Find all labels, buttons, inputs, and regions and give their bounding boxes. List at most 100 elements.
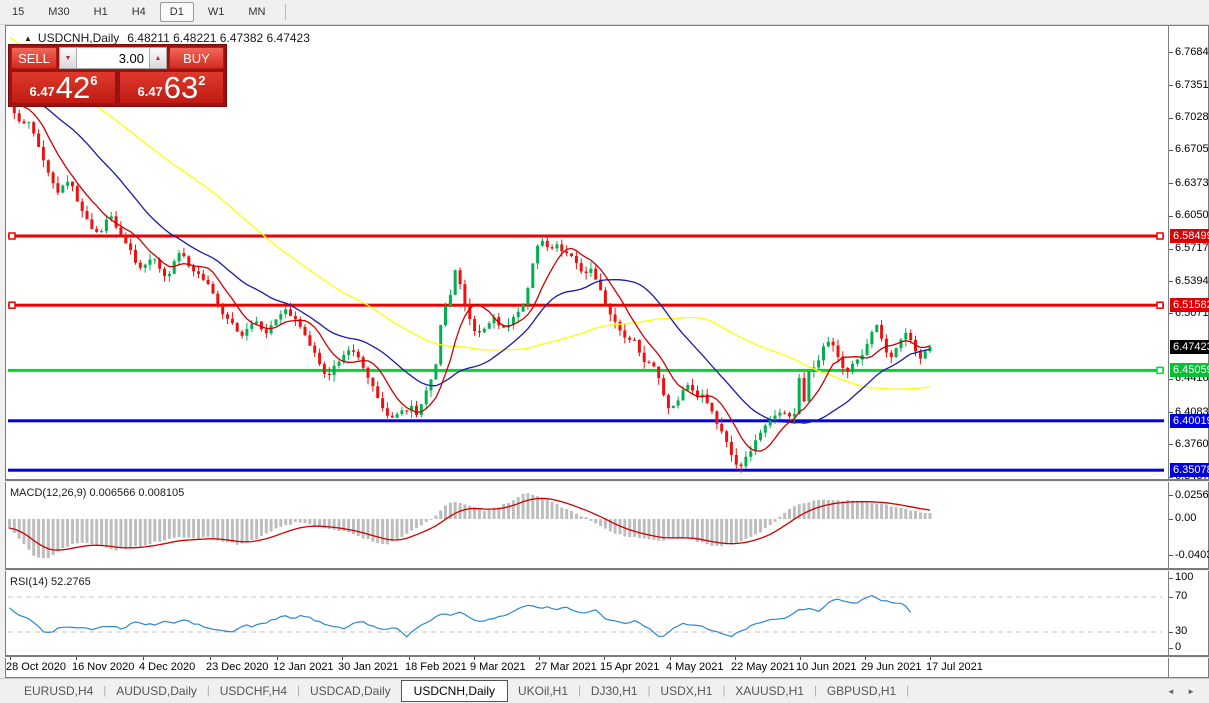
axis-tick: [1169, 596, 1173, 598]
symbol-period-label: USDCNH,Daily: [37, 31, 120, 45]
symbol-tab-usdchf[interactable]: USDCHF,H4: [219, 684, 288, 698]
collapse-triangle-icon[interactable]: ▲: [24, 34, 32, 43]
buy-button[interactable]: BUY: [169, 47, 224, 69]
volume-decrease-button[interactable]: ▼: [59, 47, 77, 69]
timeframe-toolbar: 15 M30 H1 H4 D1 W1 MN: [0, 0, 1209, 25]
tab-scroll-arrows: ◄ ►: [1157, 687, 1195, 696]
timeframe-button-mn[interactable]: MN: [248, 6, 266, 18]
date-axis[interactable]: 28 Oct 2020 16 Nov 2020 4 Dec 2020 23 Dec 2…: [6, 657, 1168, 677]
tab-separator: |: [578, 685, 581, 697]
date-label: 23 Dec 2020: [206, 661, 269, 673]
date-tick: [409, 657, 410, 660]
axis-tick: [1169, 631, 1173, 633]
symbol-tab-bar: EURUSD,H4 | AUDUSD,Daily | USDCHF,H4 | USDCAD,…: [0, 678, 1209, 703]
date-label: 4 May 2021: [666, 661, 724, 673]
pane-separator-dates: [5, 655, 1209, 658]
date-tick: [474, 657, 475, 660]
symbol-tab-dj30[interactable]: DJ30,H1: [590, 684, 638, 698]
symbol-tab-usdx[interactable]: USDX,H1: [660, 684, 713, 698]
toolbar-separator: [285, 4, 287, 20]
buy-price-display[interactable]: 6.47 63 2: [119, 71, 224, 104]
volume-input[interactable]: [77, 47, 149, 69]
price-tick-label: 6.57175: [1175, 242, 1209, 255]
tab-separator: |: [297, 685, 300, 697]
axis-tick: [1169, 495, 1173, 497]
price-tick-label: 6.73515: [1175, 78, 1209, 91]
pane-separator-macd[interactable]: [5, 479, 1209, 482]
date-tick: [210, 657, 211, 660]
price-tick-label: 6.60500: [1175, 209, 1209, 221]
main-price-chart[interactable]: [6, 26, 1167, 479]
macd-pane[interactable]: [6, 483, 1167, 568]
axis-tick: [1169, 183, 1173, 185]
axis-tick: [1169, 518, 1173, 520]
symbol-tab-eurusd[interactable]: EURUSD,H4: [24, 684, 94, 698]
symbol-tab-usdcad[interactable]: USDCAD,Daily: [309, 684, 391, 698]
axis-tick: [1169, 149, 1173, 151]
date-label: 27 Mar 2021: [535, 661, 597, 673]
level-badge-6.40019: 6.40019: [1170, 413, 1209, 428]
date-label: 4 Dec 2020: [139, 661, 196, 673]
tab-separator: |: [813, 685, 817, 697]
date-label: 30 Jan 2021: [338, 661, 399, 673]
price-axis[interactable]: 6.76840 6.73515 6.70285 6.67055 6.63730 6.605…: [1169, 26, 1209, 677]
tab-scroll-right-icon[interactable]: ►: [1187, 687, 1195, 696]
sell-button[interactable]: SELL: [11, 47, 57, 69]
timeframe-button-m30[interactable]: M30: [48, 6, 70, 18]
axis-tick: [1169, 577, 1173, 579]
price-tick-label: 6.70285: [1175, 111, 1209, 124]
symbol-tab-gbpusd[interactable]: GBPUSD,H1: [826, 684, 897, 698]
volume-increase-button[interactable]: ▲: [149, 47, 167, 69]
date-label: 28 Oct 2020: [6, 661, 66, 673]
timeframe-button-15[interactable]: 15: [12, 6, 25, 18]
level-badge-6.35078: 6.35078: [1170, 463, 1209, 478]
rsi-axis-label: 70: [1175, 590, 1188, 602]
macd-axis-label: 0.025609: [1175, 488, 1209, 501]
macd-axis-label: -0.040389: [1175, 548, 1209, 561]
tab-separator: |: [906, 685, 910, 697]
date-tick: [735, 657, 736, 660]
price-tick-label: 6.37605: [1175, 437, 1209, 450]
date-tick: [10, 657, 11, 660]
price-tick-label: 6.53945: [1175, 274, 1209, 287]
tab-separator: |: [722, 685, 726, 697]
price-tick-label: 6.76840: [1175, 45, 1209, 58]
symbol-tab-audusd[interactable]: AUDUSD,Daily: [116, 684, 197, 698]
pane-separator-rsi[interactable]: [5, 568, 1209, 571]
sell-price-display[interactable]: 6.47 42 6: [11, 71, 116, 104]
date-tick: [865, 657, 866, 660]
date-tick: [604, 657, 605, 660]
rsi-axis-label: 0: [1175, 641, 1182, 653]
level-badge-6.58499: 6.58499: [1170, 229, 1209, 243]
one-click-trading-panel: SELL ▼ ▲ BUY 6.47 42 6 6.47 63 2: [8, 44, 227, 107]
date-tick: [539, 657, 540, 660]
timeframe-button-d1[interactable]: D1: [159, 2, 194, 22]
timeframe-button-w1[interactable]: W1: [207, 6, 225, 18]
axis-separator: [1168, 26, 1169, 677]
date-tick: [670, 657, 671, 660]
axis-tick: [1169, 476, 1173, 478]
date-label: 9 Mar 2021: [470, 661, 526, 673]
rsi-pane[interactable]: [6, 572, 1167, 655]
timeframe-button-h1[interactable]: H1: [93, 6, 108, 18]
date-label: 12 Jan 2021: [273, 661, 334, 673]
sell-price-prefix: 6.47: [29, 84, 55, 99]
axis-tick: [1169, 313, 1173, 315]
date-label: 16 Nov 2020: [72, 661, 135, 673]
symbol-tab-xauusd[interactable]: XAUUSD,H1: [735, 684, 804, 698]
rsi-axis-label: 30: [1175, 625, 1188, 637]
macd-label: MACD(12,26,9) 0.006566 0.008105: [10, 487, 185, 499]
date-label: 15 Apr 2021: [600, 661, 660, 673]
axis-tick: [1169, 412, 1173, 414]
date-tick: [800, 657, 801, 660]
rsi-label: RSI(14) 52.2765: [10, 576, 91, 588]
tab-scroll-left-icon[interactable]: ◄: [1166, 687, 1175, 696]
date-label: 22 May 2021: [731, 661, 795, 673]
symbol-tab-usdcnh[interactable]: USDCNH,Daily: [400, 680, 508, 702]
symbol-tab-ukoil[interactable]: UKOil,H1: [518, 684, 569, 698]
timeframe-button-h4[interactable]: H4: [131, 6, 146, 18]
axis-tick: [1169, 281, 1173, 282]
buy-price-prefix: 6.47: [137, 84, 163, 99]
date-tick: [143, 657, 144, 660]
axis-tick: [1169, 117, 1173, 119]
